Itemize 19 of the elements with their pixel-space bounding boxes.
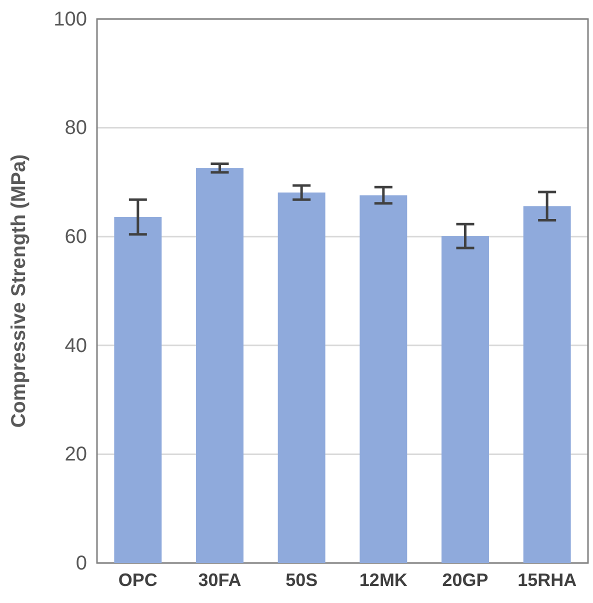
bar <box>196 168 244 563</box>
bar <box>523 206 571 563</box>
x-tick-label: 12MK <box>359 570 408 590</box>
y-tick-label: 0 <box>76 552 87 574</box>
y-axis-title: Compressive Strength (MPa) <box>8 154 30 428</box>
x-tick-label: 50S <box>286 570 318 590</box>
y-tick-label: 40 <box>64 334 87 357</box>
y-tick-label: 60 <box>64 226 87 248</box>
y-tick-label: 100 <box>54 8 87 30</box>
bar <box>442 236 489 563</box>
x-tick-label: OPC <box>118 570 158 590</box>
x-tick-label: 15RHA <box>518 570 577 590</box>
y-tick-label: 80 <box>64 117 87 140</box>
bar <box>360 195 408 563</box>
bar <box>278 192 326 563</box>
y-tick-label: 20 <box>64 444 87 466</box>
bar <box>114 217 162 563</box>
x-tick-label: 30FA <box>198 570 242 590</box>
x-tick-label: 20GP <box>442 570 488 590</box>
